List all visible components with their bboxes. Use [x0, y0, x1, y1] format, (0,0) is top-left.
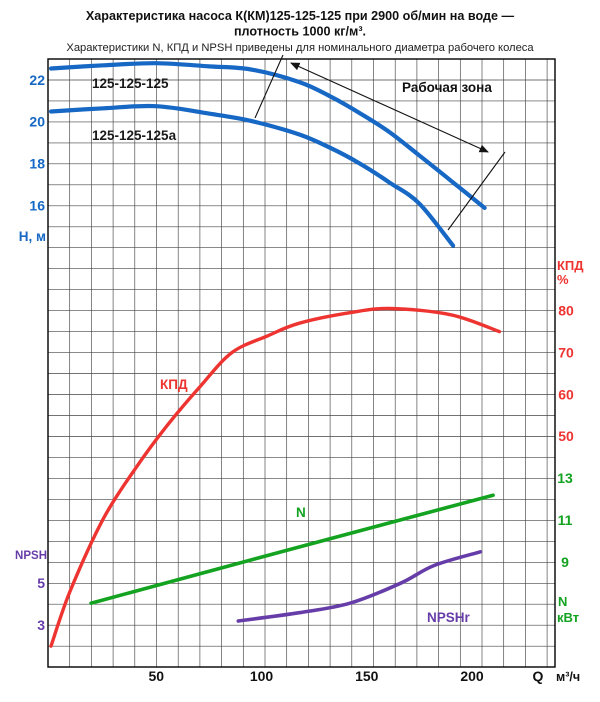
series-label-npshr: NPSHr	[427, 610, 471, 625]
series-label-125-125-125a: 125-125-125а	[92, 128, 177, 143]
eta-tick-60: 60	[558, 386, 574, 402]
eta-tick-70: 70	[558, 344, 574, 360]
plot-border	[47, 58, 556, 668]
h-tick-22: 22	[29, 72, 45, 88]
x-axis-name: Q	[533, 668, 544, 684]
chart-subtitle: Характеристики N, КПД и NPSH приведены д…	[66, 42, 534, 54]
curve-N	[89, 493, 495, 605]
working-zone-annotation: Рабочая зона	[254, 54, 506, 231]
npsh-tick-5: 5	[37, 575, 45, 591]
h-axis-title: Н, м	[19, 229, 46, 244]
h-tick-16: 16	[29, 198, 45, 214]
eta-tick-50: 50	[558, 428, 574, 444]
zone-double-arrow	[290, 62, 489, 153]
eta-tick-80: 80	[558, 302, 574, 318]
h-tick-20: 20	[29, 114, 45, 130]
npsh-tick-3: 3	[37, 617, 45, 633]
curve-КПД	[49, 306, 502, 648]
x-tick-150: 150	[355, 668, 379, 684]
series-label-n: N	[296, 505, 306, 520]
n-tick-11: 11	[558, 512, 573, 528]
series-label-125-125-125: 125-125-125	[92, 76, 169, 91]
chart-title-line1: Характеристика насоса К(КМ)125-125-125 п…	[86, 9, 515, 23]
axis-tick-labels: 50 100 150 200 22 20 18 16 5 3 80 70 60 50 13 11 9	[29, 72, 574, 684]
zone-boundary-right-line	[447, 151, 506, 231]
zone-boundary-left-line	[254, 54, 284, 119]
x-tick-100: 100	[250, 668, 274, 684]
curve-NPSHr	[236, 550, 483, 623]
working-zone-label: Рабочая зона	[402, 80, 492, 95]
n-axis-unit: кВт	[557, 610, 579, 625]
series-label-kpd: КПД	[160, 377, 188, 392]
npsh-axis-title: NPSH	[15, 550, 47, 562]
n-axis-title: N	[558, 594, 567, 609]
h-tick-18: 18	[29, 156, 45, 172]
eta-axis-title: КПД	[557, 258, 584, 273]
x-tick-50: 50	[148, 668, 164, 684]
n-tick-13: 13	[557, 470, 573, 486]
n-tick-9: 9	[561, 554, 569, 570]
x-tick-200: 200	[460, 668, 484, 684]
chart-title-line2: плотность 1000 кг/м³.	[234, 25, 366, 39]
x-axis-unit: м³/ч	[556, 670, 580, 684]
eta-axis-unit: %	[557, 272, 569, 287]
